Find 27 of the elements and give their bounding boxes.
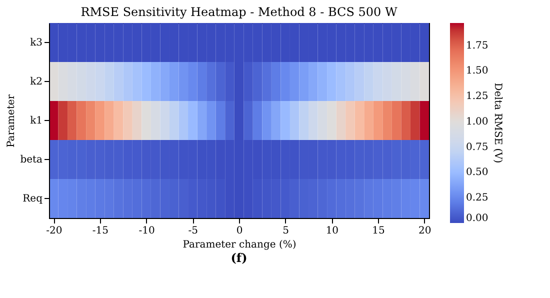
x-tick-label: -10 [138, 226, 155, 236]
color-bar-label: 1.00 [466, 116, 488, 128]
x-tick-label: 5 [282, 226, 290, 236]
x-tick-label: 10 [326, 226, 339, 236]
color-bar-label: 1.50 [466, 66, 488, 77]
color-bar-label: 0.75 [466, 142, 488, 153]
y-tick-label: Req [22, 194, 44, 204]
y-tick-label: k2 [30, 76, 42, 88]
x-tick-label: -15 [92, 226, 109, 236]
color-bar-label: 0.25 [466, 192, 488, 204]
y-axis-title: Parameter [6, 94, 18, 148]
x-tick-label: -5 [188, 226, 198, 236]
color-bar-label: 1.75 [466, 40, 488, 52]
y-tick-label: beta [20, 154, 43, 166]
chart-title: RMSE Sensitivity Heatmap - Method 8 - BCS 500 W [80, 5, 398, 19]
x-axis-title: Parameter change (%) [182, 240, 296, 250]
x-tick-label: 20 [418, 226, 432, 236]
x-tick-label: -20 [46, 226, 62, 236]
color-bar-label: 0.50 [466, 167, 488, 178]
text: (f) [230, 251, 248, 265]
color-bar-label: 1.25 [466, 91, 488, 102]
color-bar-title: Delta RMSE (V) [492, 82, 503, 164]
y-tick-label: k3 [30, 38, 42, 48]
y-tick-label: k1 [30, 116, 42, 126]
x-tick-label: 0 [236, 226, 243, 236]
color-bar-label: 0.00 [466, 213, 488, 224]
x-tick-label: 15 [372, 226, 385, 236]
